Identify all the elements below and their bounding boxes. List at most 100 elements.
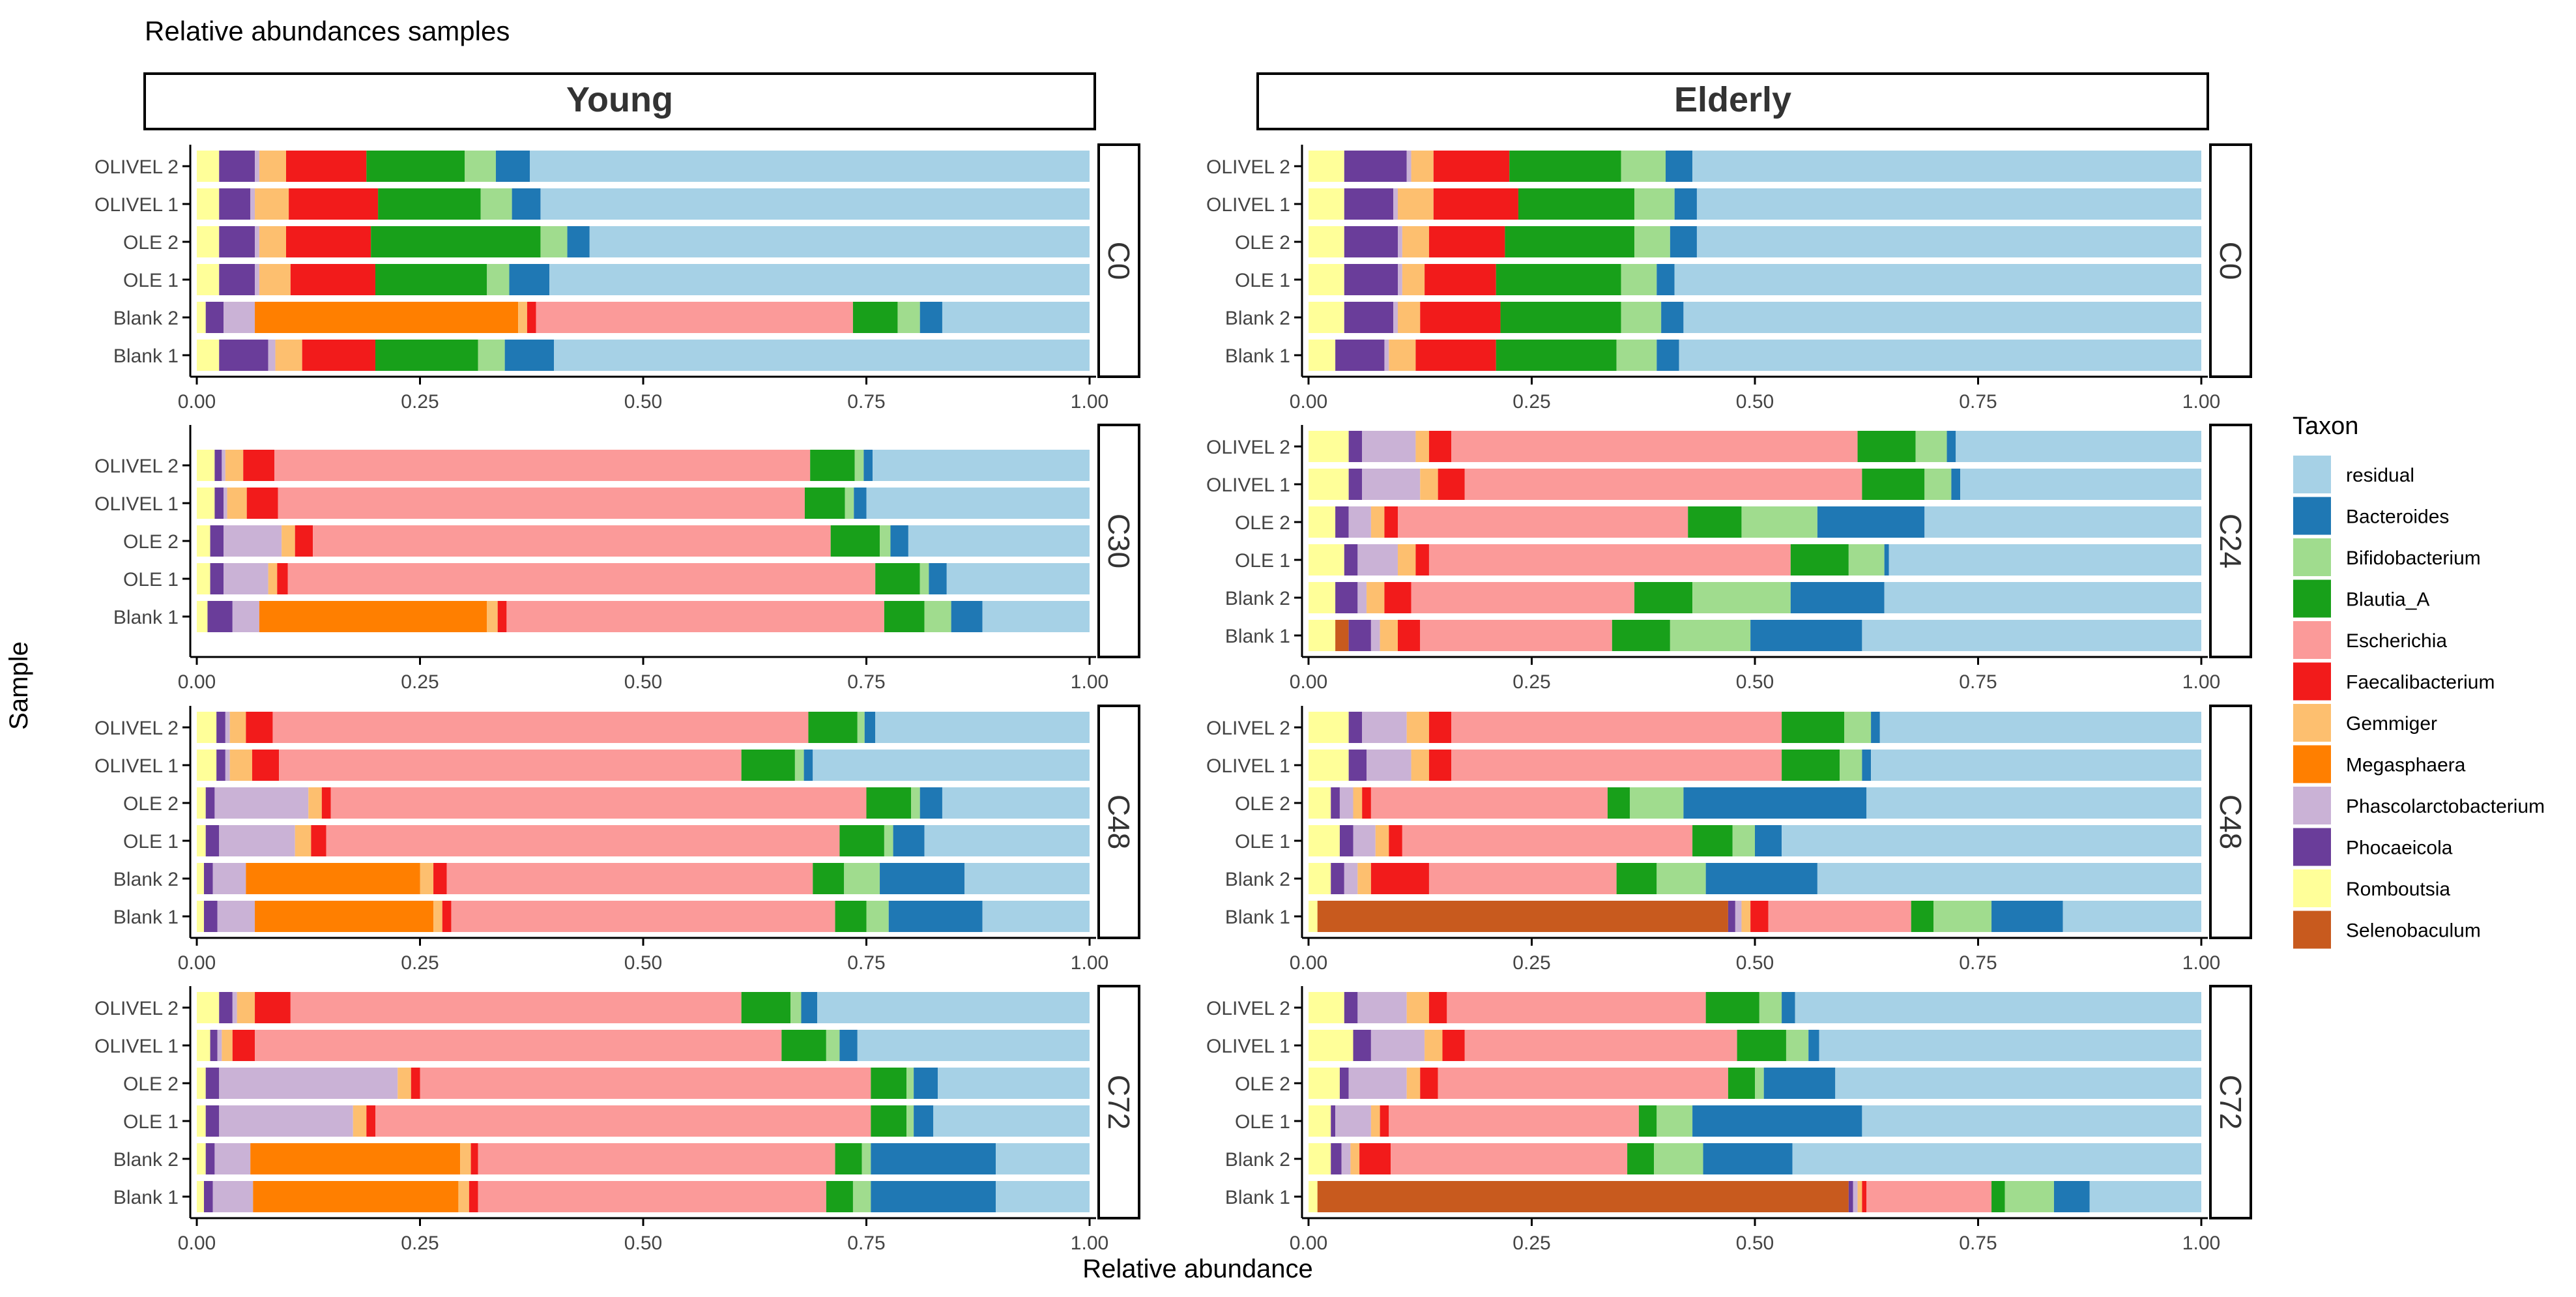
segment-gemmiger [487,601,498,632]
segment-faecalibacterium [469,1181,478,1212]
segment-residual [1960,469,2201,500]
segment-residual [938,1068,1090,1099]
segment-bifidobacterium [1755,1068,1764,1099]
segment-gemmiger [1398,302,1421,333]
segment-phascolarctobacterium [255,151,259,182]
segment-phocaeicola [214,450,222,481]
segment-bifidobacterium [1741,506,1817,538]
x-axis-title: Relative abundance [1082,1255,1313,1283]
bar-blank-2 [197,1143,1090,1174]
bar-blank-2 [1309,302,2201,333]
legend-swatch [2292,785,2332,826]
segment-blautia-a [371,226,541,257]
bar-ole-1 [1309,1105,2201,1137]
legend-item-phascolarctobacterium: Phascolarctobacterium [2292,785,2545,826]
segment-faecalibacterium [527,302,536,333]
segment-residual [813,750,1090,781]
segment-bacteroides [854,488,867,519]
segment-romboutsia [1309,544,1344,576]
segment-faecalibacterium [246,488,278,519]
segment-phascolarctobacterium [222,450,225,481]
segment-gemmiger [282,525,295,557]
sample-label: OLIVEL 2 [94,156,179,178]
legend-item-residual: residual [2292,454,2414,495]
sample-label: OLIVEL 1 [94,755,179,777]
sample-label: OLIVEL 2 [1206,718,1290,739]
legend-label: Megasphaera [2346,755,2466,776]
segment-escherichia [287,563,876,594]
sample-label: Blank 2 [1225,869,1290,890]
segment-faecalibacterium [302,340,375,371]
segment-megasphaera [255,302,519,333]
segment-escherichia [278,488,805,519]
segment-escherichia [1370,787,1608,819]
segment-gemmiger [1415,431,1429,462]
segment-bifidobacterium [1759,992,1782,1023]
segment-residual [873,450,1090,481]
bar-olivel-1 [1309,469,2201,500]
legend-title: Taxon [2293,413,2358,440]
sample-label: OLE 1 [1235,1111,1290,1133]
segment-residual [857,1030,1090,1061]
segment-phocaeicola [1339,1068,1349,1099]
segment-romboutsia [197,712,217,743]
segment-phascolarctobacterium [225,750,230,781]
segment-gemmiger [255,188,289,220]
segment-bifidobacterium [919,563,929,594]
legend-swatch [2292,868,2332,909]
bar-blank-1 [197,901,1090,932]
bar-olivel-1 [197,488,1090,519]
timepoint-label: C30 [1102,514,1136,568]
panel-young-c72: C72 OLIVEL 2 OLIVEL 1 OLE 2 OLE 1 Blank 2 Blan… [94,985,1140,1254]
segment-bifidobacterium [1848,544,1885,576]
segment-residual [942,302,1090,333]
sample-label: Blank 2 [113,1149,179,1171]
bar-blank-1 [197,601,1090,632]
segment-escherichia [446,863,813,894]
sample-label: Blank 1 [113,345,179,367]
x-tick-label: 0.25 [401,952,439,974]
segment-residual [1956,431,2201,462]
segment-romboutsia [197,601,208,632]
x-tick-label: 0.00 [1290,1232,1327,1254]
x-tick-label: 0.25 [1512,671,1550,693]
segment-romboutsia [1309,1030,1353,1061]
segment-gemmiger [1411,151,1434,182]
segment-residual [875,712,1090,743]
segment-blautia-a [884,601,925,632]
segment-escherichia [478,1143,835,1174]
x-tick-label: 1.00 [2182,1232,2220,1254]
segment-blautia-a [804,488,845,519]
segment-bifidobacterium [1616,340,1657,371]
bar-ole-1 [1309,264,2201,295]
bar-olivel-2 [1309,992,2201,1023]
segment-bacteroides [1657,340,1679,371]
segment-faecalibacterium [290,264,375,295]
timepoint-label: C0 [2214,242,2248,280]
segment-blautia-a [375,264,487,295]
segment-phascolarctobacterium [1348,506,1371,538]
segment-faecalibacterium [1380,1105,1389,1137]
segment-escherichia [375,1105,871,1137]
x-tick-label: 1.00 [2182,671,2220,693]
segment-blautia-a [1509,151,1621,182]
sample-label: OLE 1 [123,1111,179,1133]
segment-romboutsia [1309,188,1344,220]
segment-romboutsia [197,901,204,932]
segment-escherichia [1389,1105,1639,1137]
segment-escherichia [1391,1143,1628,1174]
legend-label: Selenobaculum [2346,920,2481,942]
segment-escherichia [1768,901,1911,932]
segment-faecalibacterium [246,712,273,743]
segment-blautia-a [1688,506,1742,538]
segment-bifidobacterium [906,1105,914,1137]
segment-romboutsia [197,787,206,819]
x-tick-label: 1.00 [1071,391,1108,413]
segment-residual [1817,863,2201,894]
segment-gemmiger [1406,712,1429,743]
segment-gemmiger [1380,620,1398,651]
segment-bifidobacterium [1654,1143,1703,1174]
x-tick-label: 0.25 [1512,952,1550,974]
segment-escherichia [1464,1030,1737,1061]
